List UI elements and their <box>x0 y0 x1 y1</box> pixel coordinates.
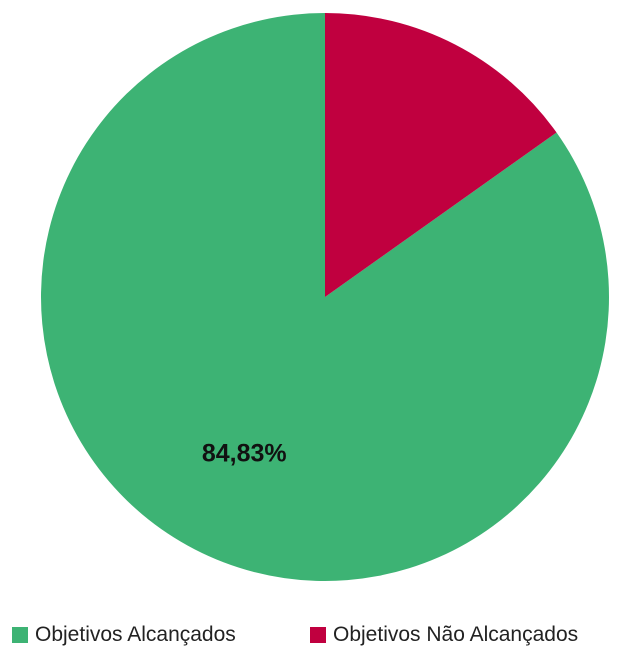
legend: Objetivos Alcançados Objetivos Não Alcan… <box>0 623 641 657</box>
legend-swatch-objetivos-nao-alcancados <box>310 627 326 643</box>
pie-slice-objetivos-nao-alcancados[interactable] <box>325 13 557 297</box>
legend-item-objetivos-alcancados[interactable]: Objetivos Alcançados <box>12 623 236 647</box>
legend-label-objetivos-nao-alcancados: Objetivos Não Alcançados <box>333 623 579 646</box>
legend-label-objetivos-alcancados: Objetivos Alcançados <box>35 623 236 646</box>
pie-slice-objetivos-alcancados[interactable] <box>41 13 610 582</box>
pie-chart: 84,83% <box>41 13 610 582</box>
legend-item-objetivos-nao-alcancados[interactable]: Objetivos Não Alcançados <box>310 623 578 647</box>
data-label-objetivos-alcancados: 84,83% <box>202 439 287 467</box>
legend-swatch-objetivos-alcancados <box>12 627 28 643</box>
